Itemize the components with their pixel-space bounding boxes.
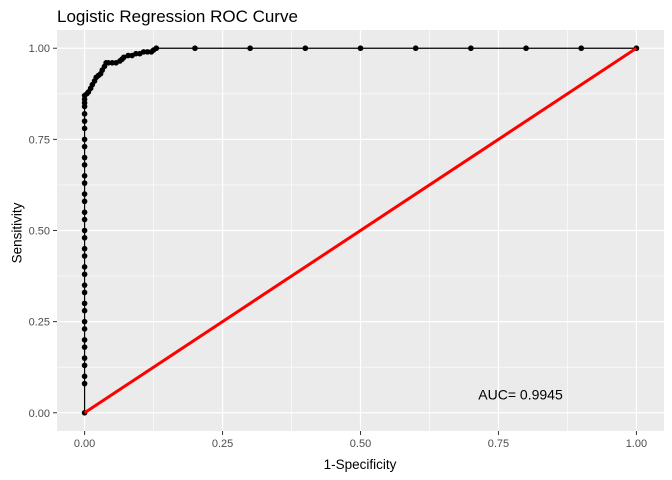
- series-0-point-25: [81, 162, 88, 168]
- series-0-point-21: [81, 198, 88, 205]
- series-0-point-27: [81, 143, 88, 150]
- x-tick-label-3: 0.75: [488, 438, 509, 450]
- series-0-point-65: [357, 45, 364, 52]
- series-0-point-24: [81, 173, 88, 179]
- series-0-point-4: [81, 355, 88, 361]
- x-axis-title: 1-Specificity: [323, 457, 397, 472]
- y-tick-label-4: 1.00: [29, 43, 50, 55]
- series-0-point-7: [81, 326, 88, 332]
- chart-title: Logistic Regression ROC Curve: [57, 7, 298, 26]
- series-0-point-1: [81, 380, 88, 387]
- series-0-point-31: [81, 111, 88, 117]
- y-tick-label-0: 0.00: [29, 408, 50, 420]
- series-0-point-29: [81, 125, 88, 132]
- series-0-point-13: [81, 271, 88, 278]
- series-0-point-5: [81, 344, 88, 350]
- series-0-point-69: [578, 45, 585, 52]
- series-0-point-47: [105, 60, 112, 66]
- series-0-point-28: [81, 136, 88, 143]
- series-0-point-20: [81, 209, 88, 216]
- series-0-point-16: [81, 245, 88, 252]
- series-0-point-18: [81, 227, 88, 234]
- series-0-point-12: [81, 282, 88, 288]
- series-0-point-64: [302, 45, 309, 52]
- series-0-point-15: [81, 253, 88, 259]
- series-0-point-68: [523, 45, 529, 52]
- series-0-point-6: [81, 337, 88, 343]
- series-0-point-23: [81, 180, 88, 186]
- series-0-point-17: [81, 234, 88, 241]
- series-0-point-61: [153, 45, 160, 52]
- x-tick-label-2: 0.50: [350, 438, 371, 450]
- y-axis-title: Sensitivity: [9, 202, 25, 264]
- x-tick-label-4: 1.00: [626, 438, 647, 450]
- x-tick-label-1: 0.25: [212, 438, 233, 450]
- series-0-point-8: [81, 318, 88, 325]
- series-0-point-55: [133, 50, 139, 57]
- series-0-point-67: [468, 45, 474, 52]
- series-0-point-63: [247, 45, 253, 52]
- series-0-point-14: [81, 264, 88, 270]
- series-0-point-58: [144, 49, 151, 55]
- series-0-point-19: [81, 216, 88, 223]
- series-0-point-10: [81, 300, 88, 307]
- auc-annotation: AUC= 0.9945: [478, 387, 563, 403]
- series-0-point-52: [120, 54, 127, 61]
- y-tick-label-1: 0.25: [29, 317, 50, 329]
- series-0-point-48: [109, 60, 115, 66]
- series-0-point-57: [140, 49, 147, 55]
- series-1-line: [83, 46, 638, 415]
- series-0-point-26: [81, 154, 88, 161]
- series-0-point-22: [81, 191, 88, 197]
- y-tick-label-2: 0.50: [29, 226, 50, 238]
- x-tick-label-0: 0.00: [74, 438, 95, 450]
- series-0-point-3: [81, 362, 88, 369]
- series-0-point-2: [81, 373, 88, 380]
- series-0-point-9: [81, 307, 88, 314]
- series-0-point-11: [81, 289, 88, 296]
- series-0-point-53: [125, 52, 131, 59]
- series-0-point-62: [192, 45, 198, 52]
- series-0-point-30: [81, 118, 88, 124]
- y-tick-label-3: 0.75: [29, 134, 50, 146]
- series-0-point-66: [412, 45, 419, 52]
